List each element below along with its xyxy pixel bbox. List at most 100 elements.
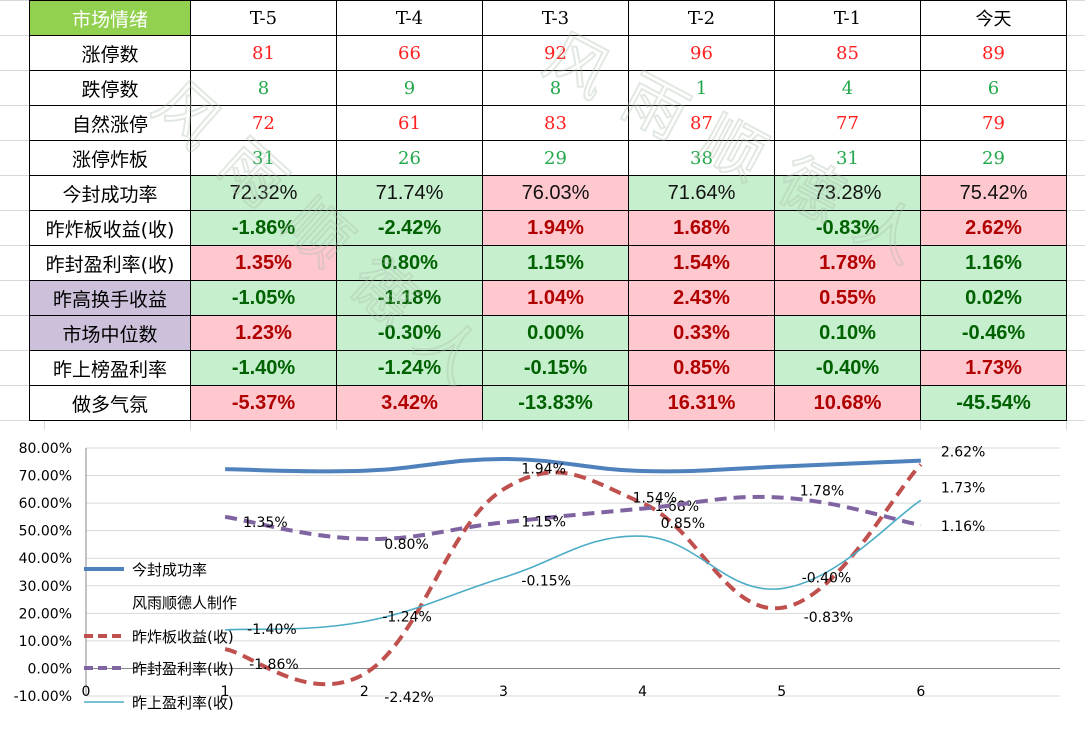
table-cell[interactable]: 83 xyxy=(482,105,629,141)
y-tick-label: 40.00% xyxy=(19,551,72,567)
table-cell[interactable]: 4 xyxy=(774,70,921,106)
table-cell[interactable]: 89 xyxy=(920,35,1067,71)
table-cell[interactable]: 61 xyxy=(336,105,483,141)
table-cell[interactable]: 0.00% xyxy=(482,315,629,351)
row-label-cell[interactable]: 涨停数 xyxy=(29,35,191,71)
row-label-cell[interactable]: 昨高换手收益 xyxy=(29,280,191,316)
table-cell[interactable]: 38 xyxy=(628,140,775,176)
table-cell[interactable]: 26 xyxy=(336,140,483,176)
table-cell[interactable]: 92 xyxy=(482,35,629,71)
table-cell[interactable]: 71.74% xyxy=(336,175,483,211)
row-label-cell[interactable]: 昨炸板收益(收) xyxy=(29,210,191,246)
y-tick-label: -10.00% xyxy=(14,689,72,705)
table-cell[interactable]: 76.03% xyxy=(482,175,629,211)
table-cell[interactable]: 31 xyxy=(190,140,337,176)
table-cell[interactable]: 0.85% xyxy=(628,350,775,386)
table-cell[interactable]: 16.31% xyxy=(628,385,775,421)
table-cell[interactable]: -13.83% xyxy=(482,385,629,421)
header-cell[interactable]: T-2 xyxy=(628,0,775,36)
table-row: 昨封盈利率(收) 1.35% 0.80% 1.15% 1.54% 1.78% 1.16% xyxy=(29,245,1067,281)
x-tick-label: 6 xyxy=(916,684,925,700)
data-label: -1.86% xyxy=(249,657,299,673)
table-cell[interactable]: -1.18% xyxy=(336,280,483,316)
table-cell[interactable]: 0.02% xyxy=(920,280,1067,316)
header-cell[interactable]: T-3 xyxy=(482,0,629,36)
y-tick-label: 0.00% xyxy=(28,661,72,677)
table-cell[interactable]: 8 xyxy=(190,70,337,106)
table-cell[interactable]: 1.04% xyxy=(482,280,629,316)
table-row: 昨炸板收益(收) -1.86% -2.42% 1.94% 1.68% -0.83% 2.62… xyxy=(29,210,1067,246)
header-cell[interactable]: T-5 xyxy=(190,0,337,36)
table-cell[interactable]: 96 xyxy=(628,35,775,71)
table-cell[interactable]: 73.28% xyxy=(774,175,921,211)
header-cell[interactable]: 今天 xyxy=(920,0,1067,36)
table-cell[interactable]: 1.73% xyxy=(920,350,1067,386)
header-cell[interactable]: T-4 xyxy=(336,0,483,36)
table-cell[interactable]: 9 xyxy=(336,70,483,106)
table-row: 今封成功率 72.32% 71.74% 76.03% 71.64% 73.28% 75.42… xyxy=(29,175,1067,211)
table-cell[interactable]: 3.42% xyxy=(336,385,483,421)
table-cell[interactable]: -1.86% xyxy=(190,210,337,246)
row-label-cell[interactable]: 市场中位数 xyxy=(29,315,191,351)
table-cell[interactable]: 1.78% xyxy=(774,245,921,281)
table-cell[interactable]: -0.46% xyxy=(920,315,1067,351)
table-cell[interactable]: 1 xyxy=(628,70,775,106)
table-cell[interactable]: 31 xyxy=(774,140,921,176)
header-cell-title[interactable]: 市场情绪 xyxy=(29,0,191,36)
table-cell[interactable]: -0.30% xyxy=(336,315,483,351)
table-cell[interactable]: -2.42% xyxy=(336,210,483,246)
table-cell[interactable]: -0.83% xyxy=(774,210,921,246)
table-cell[interactable]: 0.33% xyxy=(628,315,775,351)
y-tick-label: 80.00% xyxy=(19,441,72,457)
row-label-cell[interactable]: 昨封盈利率(收) xyxy=(29,245,191,281)
table-cell[interactable]: -1.05% xyxy=(190,280,337,316)
table-cell[interactable]: 79 xyxy=(920,105,1067,141)
table-cell[interactable]: -1.24% xyxy=(336,350,483,386)
legend-label: 今封成功率 xyxy=(132,561,207,579)
table-cell[interactable]: 75.42% xyxy=(920,175,1067,211)
table-cell[interactable]: 77 xyxy=(774,105,921,141)
series-line-1 xyxy=(225,456,921,474)
table-cell[interactable]: -45.54% xyxy=(920,385,1067,421)
table-cell[interactable]: 10.68% xyxy=(774,385,921,421)
table-cell[interactable]: -5.37% xyxy=(190,385,337,421)
row-label-cell[interactable]: 自然涨停 xyxy=(29,105,191,141)
sentiment-line-chart[interactable]: -10.00% 0.00% 10.00% 20.00% 30.00% 40.00% 50.0… xyxy=(0,430,1085,742)
table-cell[interactable]: 72.32% xyxy=(190,175,337,211)
table-cell[interactable]: 29 xyxy=(920,140,1067,176)
table-cell[interactable]: 87 xyxy=(628,105,775,141)
table-cell[interactable]: -1.40% xyxy=(190,350,337,386)
header-cell[interactable]: T-1 xyxy=(774,0,921,36)
table-cell[interactable]: 6 xyxy=(920,70,1067,106)
table-cell[interactable]: -0.15% xyxy=(482,350,629,386)
table-cell[interactable]: -0.40% xyxy=(774,350,921,386)
table-cell[interactable]: 71.64% xyxy=(628,175,775,211)
data-label: 0.85% xyxy=(661,516,705,532)
table-cell[interactable]: 0.10% xyxy=(774,315,921,351)
row-label-cell[interactable]: 涨停炸板 xyxy=(29,140,191,176)
table-cell[interactable]: 1.35% xyxy=(190,245,337,281)
table-cell[interactable]: 72 xyxy=(190,105,337,141)
table-cell[interactable]: 8 xyxy=(482,70,629,106)
x-tick-label: 0 xyxy=(82,684,91,700)
table-cell[interactable]: 81 xyxy=(190,35,337,71)
table-cell[interactable]: 1.94% xyxy=(482,210,629,246)
data-label: 1.78% xyxy=(800,484,844,500)
table-cell[interactable]: 29 xyxy=(482,140,629,176)
table-cell[interactable]: 2.62% xyxy=(920,210,1067,246)
table-cell[interactable]: 1.23% xyxy=(190,315,337,351)
table-cell[interactable]: 0.80% xyxy=(336,245,483,281)
row-label-cell[interactable]: 昨上榜盈利率 xyxy=(29,350,191,386)
table-cell[interactable]: 1.54% xyxy=(628,245,775,281)
row-label-cell[interactable]: 今封成功率 xyxy=(29,175,191,211)
table-cell[interactable]: 1.68% xyxy=(628,210,775,246)
row-label-cell[interactable]: 做多气氛 xyxy=(29,385,191,421)
table-cell[interactable]: 1.15% xyxy=(482,245,629,281)
table-cell[interactable]: 85 xyxy=(774,35,921,71)
row-label-cell[interactable]: 跌停数 xyxy=(29,70,191,106)
table-cell[interactable]: 2.43% xyxy=(628,280,775,316)
table-cell[interactable]: 1.16% xyxy=(920,245,1067,281)
table-cell[interactable]: 66 xyxy=(336,35,483,71)
data-label: -0.83% xyxy=(804,610,854,626)
table-cell[interactable]: 0.55% xyxy=(774,280,921,316)
